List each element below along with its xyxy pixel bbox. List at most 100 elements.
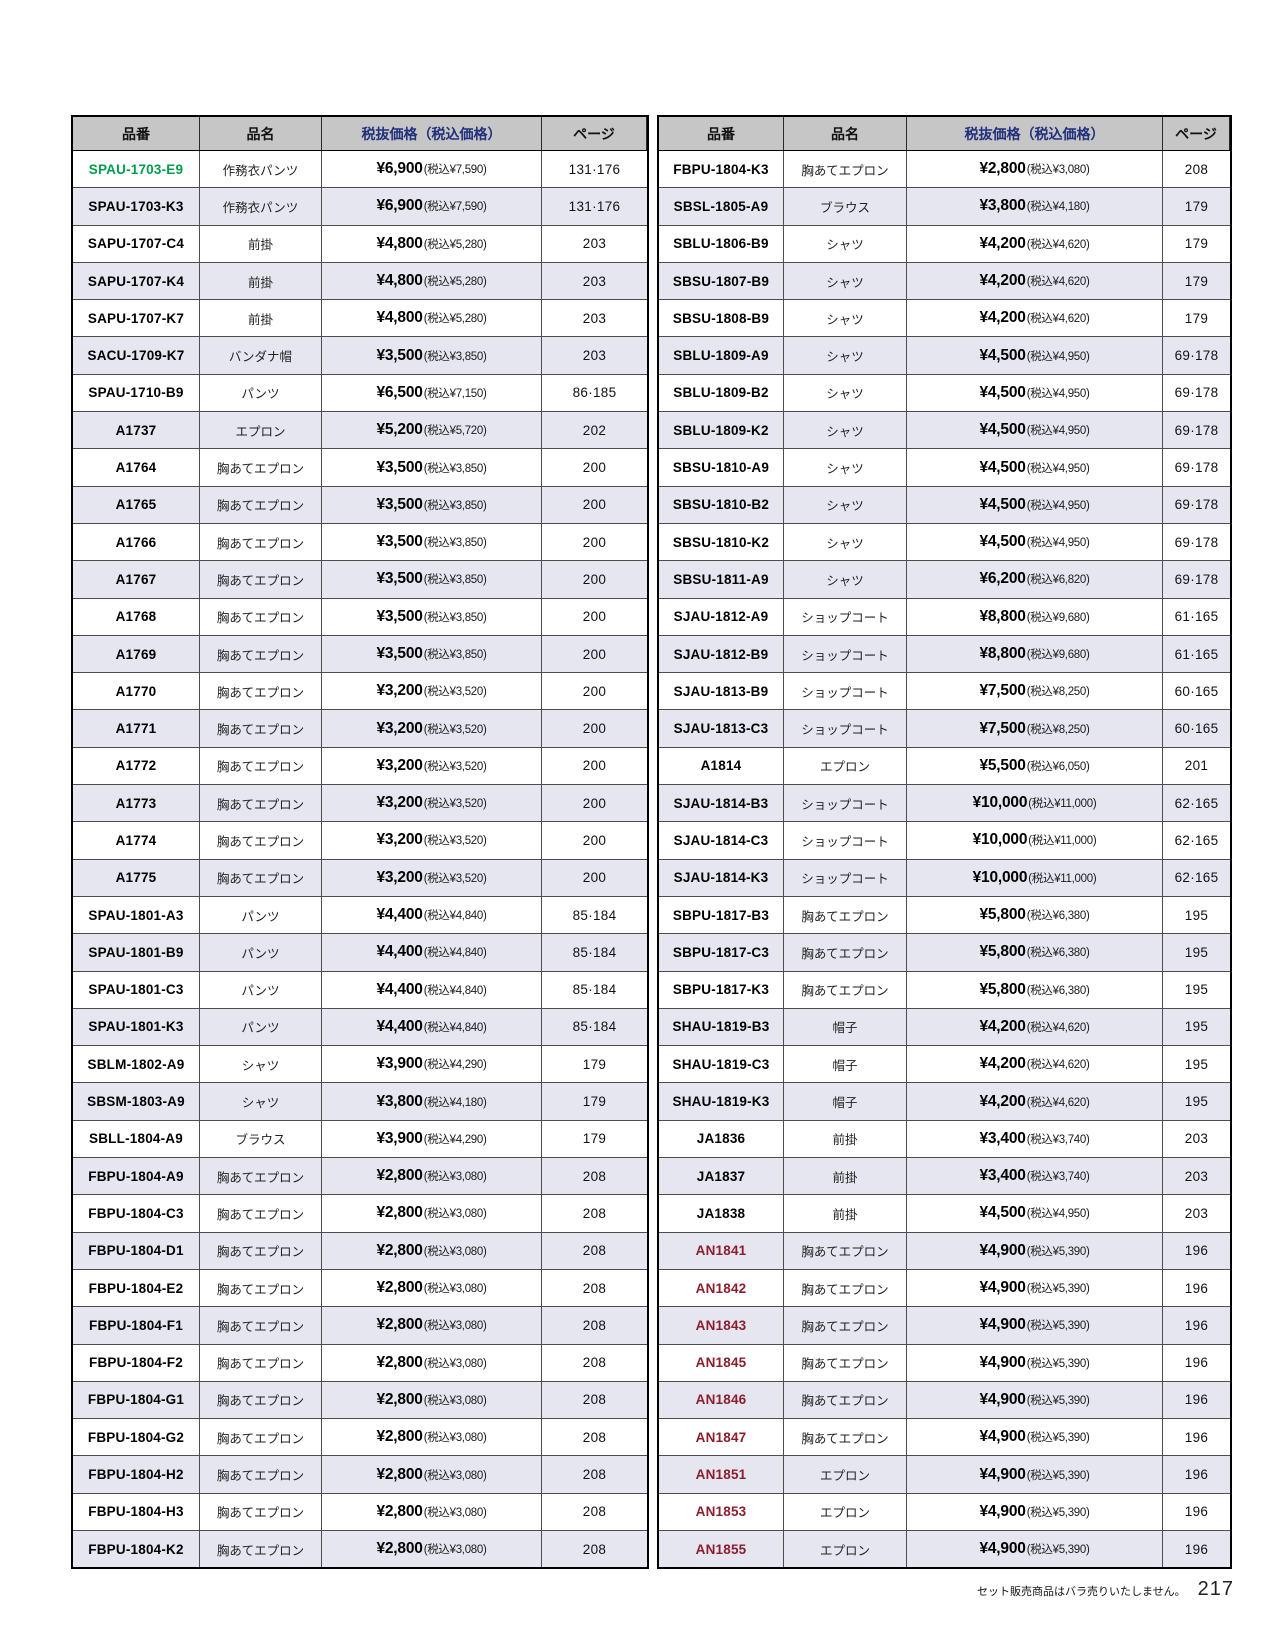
price-excl-tax: ¥2,800	[376, 1465, 423, 1483]
price-incl-tax: (税込¥4,950)	[1026, 499, 1090, 512]
product-name: 胸あてエプロン	[200, 785, 322, 822]
page-ref: 195	[1184, 944, 1209, 960]
product-code: AN1841	[659, 1232, 784, 1269]
product-name: 前掛	[200, 225, 322, 262]
price-incl-tax: (税込¥5,390)	[1026, 1283, 1090, 1296]
price-cell: ¥5,800 (税込¥6,380)	[907, 971, 1163, 1008]
page-ref: 208	[582, 1205, 607, 1221]
product-name: 胸あてエプロン	[200, 1456, 322, 1493]
page-ref: 203	[582, 236, 607, 252]
price-excl-tax: ¥3,500	[376, 495, 423, 513]
product-code: SPAU-1801-K3	[73, 1008, 200, 1046]
price-excl-tax: ¥6,900	[376, 160, 423, 178]
price-cell: ¥3,200 (税込¥3,520)	[322, 747, 542, 785]
product-code: A1769	[73, 635, 200, 673]
product-code: SJAU-1814-K3	[659, 859, 784, 896]
table-row: SBSU-1810-A9 シャツ ¥4,500 (税込¥4,950) 69·178	[659, 448, 1230, 486]
price-incl-tax: (税込¥3,520)	[423, 872, 487, 885]
table-row: A1737 エプロン ¥5,200 (税込¥5,720) 202	[73, 411, 647, 449]
page-ref: 200	[582, 571, 607, 587]
product-name: ショップコート	[784, 673, 907, 710]
product-name: シャツ	[784, 374, 907, 412]
table-row: SHAU-1819-B3 帽子 ¥4,200 (税込¥4,620) 195	[659, 1007, 1230, 1046]
price-cell: ¥4,400 (税込¥4,840)	[322, 971, 542, 1008]
product-code: SBPU-1817-B3	[659, 896, 784, 934]
product-name: 胸あてエプロン	[784, 1232, 907, 1269]
table-row: A1769 胸あてエプロン ¥3,500 (税込¥3,850) 200	[73, 634, 647, 673]
table-row: AN1851 エプロン ¥4,900 (税込¥5,390) 196	[659, 1455, 1230, 1493]
price-cell: ¥5,800 (税込¥6,380)	[907, 934, 1163, 971]
table-row: AN1842 胸あてエプロン ¥4,900 (税込¥5,390) 196	[659, 1268, 1230, 1307]
product-name: 作務衣パンツ	[200, 151, 322, 188]
price-cell: ¥5,200 (税込¥5,720)	[322, 412, 542, 449]
page-ref: 208	[582, 1467, 607, 1483]
table-row: SJAU-1814-C3 ショップコート ¥10,000 (税込¥11,000) 62·…	[659, 821, 1230, 859]
price-incl-tax: (税込¥4,950)	[1026, 350, 1090, 363]
price-incl-tax: (税込¥4,840)	[423, 947, 487, 960]
page-ref: 203	[582, 310, 607, 326]
price-excl-tax: ¥3,800	[979, 197, 1026, 215]
price-cell: ¥4,200 (税込¥4,620)	[907, 1008, 1163, 1046]
page-ref: 69·178	[1174, 534, 1219, 550]
price-incl-tax: (税込¥3,080)	[1026, 164, 1090, 177]
price-incl-tax: (税込¥3,080)	[423, 1208, 487, 1221]
price-incl-tax: (税込¥5,390)	[1026, 1394, 1090, 1407]
product-code: FBPU-1804-A9	[73, 1158, 200, 1195]
product-code: SPAU-1710-B9	[73, 374, 200, 412]
price-excl-tax: ¥4,400	[376, 943, 423, 961]
table-row: SBLU-1809-K2 シャツ ¥4,500 (税込¥4,950) 69·178	[659, 411, 1230, 449]
price-cell: ¥3,200 (税込¥3,520)	[322, 785, 542, 822]
table-row: SBLL-1804-A9 ブラウス ¥3,900 (税込¥4,290) 179	[73, 1119, 647, 1158]
product-code: SBLL-1804-A9	[73, 1120, 200, 1158]
product-name: シャツ	[784, 523, 907, 561]
price-excl-tax: ¥4,200	[979, 309, 1026, 327]
price-excl-tax: ¥4,500	[979, 495, 1026, 513]
col-header-product-name: 品名	[784, 117, 907, 150]
product-code: SHAU-1819-K3	[659, 1083, 784, 1120]
product-name: 胸あてエプロン	[200, 1419, 322, 1456]
price-incl-tax: (税込¥4,180)	[1026, 201, 1090, 214]
price-incl-tax: (税込¥3,080)	[423, 1171, 487, 1184]
price-excl-tax: ¥10,000	[972, 868, 1028, 886]
product-name: シャツ	[784, 486, 907, 523]
price-incl-tax: (税込¥3,740)	[1026, 1171, 1090, 1184]
page-ref: 196	[1184, 1243, 1209, 1259]
product-name: 前掛	[784, 1158, 907, 1195]
price-cell: ¥4,800 (税込¥5,280)	[322, 300, 542, 337]
product-code: A1774	[73, 822, 200, 859]
product-name: 前掛	[784, 1195, 907, 1232]
price-incl-tax: (税込¥3,080)	[423, 1394, 487, 1407]
page-ref: 195	[1184, 982, 1209, 998]
price-cell: ¥6,500 (税込¥7,150)	[322, 374, 542, 412]
price-excl-tax: ¥4,500	[979, 346, 1026, 364]
table-row: SPAU-1703-K3 作務衣パンツ ¥6,900 (税込¥7,590) 131·17…	[73, 187, 647, 225]
price-incl-tax: (税込¥3,520)	[423, 686, 487, 699]
product-name: シャツ	[200, 1046, 322, 1083]
price-excl-tax: ¥4,900	[979, 1428, 1026, 1446]
product-name: バンダナ帽	[200, 337, 322, 374]
price-incl-tax: (税込¥5,390)	[1026, 1432, 1090, 1445]
product-name: 胸あてエプロン	[200, 449, 322, 486]
price-cell: ¥4,900 (税込¥5,390)	[907, 1269, 1163, 1307]
col-header-product-name: 品名	[200, 117, 322, 150]
price-cell: ¥4,900 (税込¥5,390)	[907, 1344, 1163, 1381]
price-excl-tax: ¥4,200	[979, 1055, 1026, 1073]
product-code: SBSM-1803-A9	[73, 1083, 200, 1120]
price-cell: ¥4,500 (税込¥4,950)	[907, 449, 1163, 486]
price-cell: ¥3,800 (税込¥4,180)	[907, 188, 1163, 225]
price-incl-tax: (税込¥5,390)	[1026, 1357, 1090, 1370]
product-name: 胸あてエプロン	[200, 710, 322, 747]
page-ref: 208	[582, 1280, 607, 1296]
product-code: FBPU-1804-E2	[73, 1269, 200, 1307]
product-name: 胸あてエプロン	[200, 598, 322, 635]
price-excl-tax: ¥4,200	[979, 1092, 1026, 1110]
page-ref: 208	[582, 1429, 607, 1445]
product-name: ショップコート	[784, 710, 907, 747]
price-excl-tax: ¥3,500	[376, 570, 423, 588]
product-code: A1765	[73, 486, 200, 523]
product-name: 胸あてエプロン	[784, 934, 907, 971]
table-row: JA1836 前掛 ¥3,400 (税込¥3,740) 203	[659, 1119, 1230, 1158]
price-excl-tax: ¥2,800	[979, 160, 1026, 178]
product-code: FBPU-1804-D1	[73, 1232, 200, 1269]
price-cell: ¥5,800 (税込¥6,380)	[907, 896, 1163, 934]
